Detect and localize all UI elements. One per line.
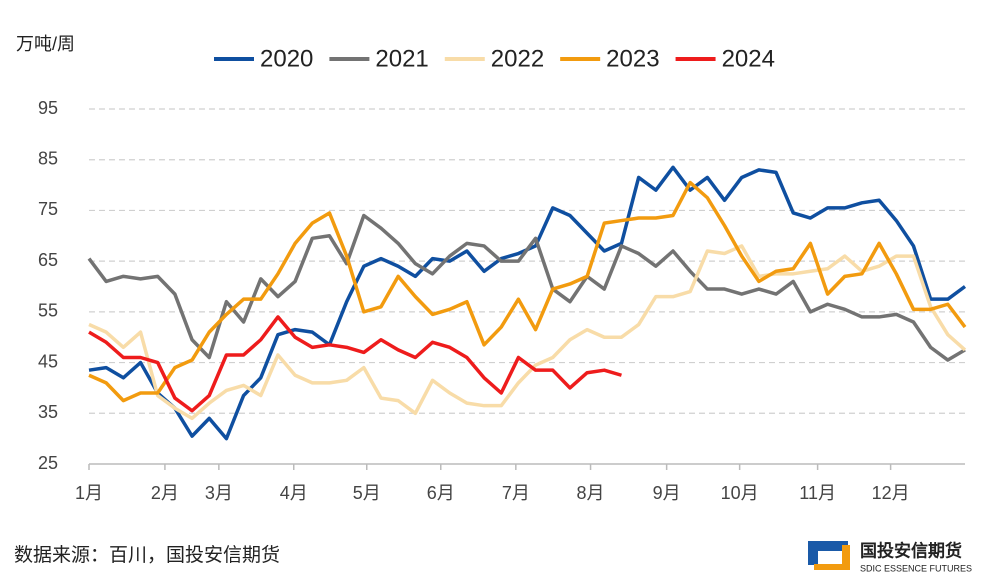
x-tick-label: 5月 xyxy=(353,483,381,503)
x-tick-label: 3月 xyxy=(205,483,233,503)
source-note: 数据来源：百川，国投安信期货 xyxy=(14,544,280,566)
y-tick-label: 85 xyxy=(38,148,58,168)
logo-name: 国投安信期货 xyxy=(860,540,962,560)
x-tick-label: 2月 xyxy=(151,483,179,503)
y-axis-label: 万吨/周 xyxy=(16,34,75,54)
x-tick-label: 7月 xyxy=(502,483,530,503)
x-tick-label: 11月 xyxy=(799,483,836,503)
x-tick-label: 10月 xyxy=(721,483,759,503)
series-line xyxy=(88,244,967,421)
y-tick-label: 65 xyxy=(38,250,58,270)
x-tick-label: 1月 xyxy=(75,483,103,503)
y-tick-label: 35 xyxy=(38,402,58,422)
x-tick-label: 12月 xyxy=(872,483,910,503)
y-tick-label: 55 xyxy=(38,301,58,321)
legend-label: 2024 xyxy=(722,45,775,72)
y-tick-label: 45 xyxy=(38,351,58,371)
series-line xyxy=(88,315,622,413)
x-tick-label: 6月 xyxy=(427,483,455,503)
series-line xyxy=(88,165,967,441)
x-tick-label: 8月 xyxy=(577,483,605,503)
x-tick-label: 4月 xyxy=(280,483,308,503)
legend-label: 2020 xyxy=(260,45,313,72)
series-line xyxy=(88,180,967,403)
series-line xyxy=(87,213,966,362)
y-tick-label: 25 xyxy=(38,453,58,473)
logo-mark xyxy=(814,545,850,570)
logo-mark xyxy=(808,541,848,565)
legend-label: 2021 xyxy=(375,45,428,72)
y-tick-label: 75 xyxy=(38,199,58,219)
legend-label: 2022 xyxy=(491,45,544,72)
legend-label: 2023 xyxy=(606,45,659,72)
x-tick-label: 9月 xyxy=(653,483,681,503)
y-tick-label: 95 xyxy=(38,98,58,118)
logo: 国投安信期货 SDIC ESSENCE FUTURES xyxy=(808,540,972,573)
logo-subtitle: SDIC ESSENCE FUTURES xyxy=(860,563,972,573)
